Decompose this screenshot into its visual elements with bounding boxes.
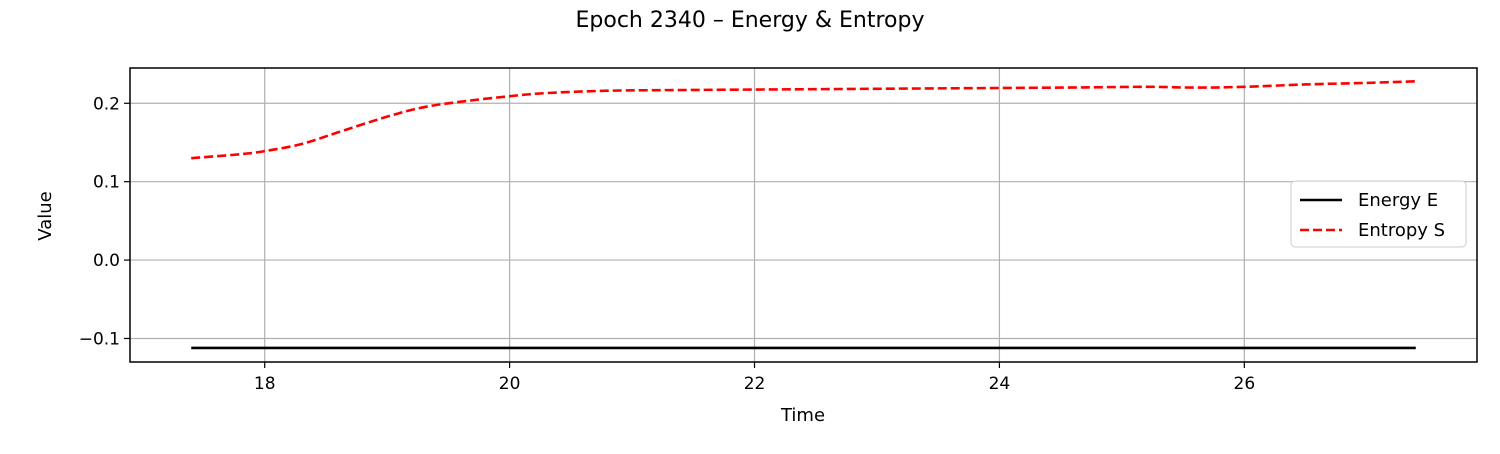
series-line-entropy <box>191 80 1416 160</box>
plot-frame <box>129 67 1478 363</box>
legend-label: Energy E <box>1358 190 1438 211</box>
x-axis-ticks: 18 20 22 24 26 <box>254 362 1255 394</box>
grid <box>130 68 1477 362</box>
y-tick-label: −0.1 <box>79 329 120 349</box>
x-tick-label: 24 <box>989 374 1011 394</box>
y-tick-label: 0.2 <box>93 94 120 114</box>
y-tick-label: 0.0 <box>93 251 120 271</box>
y-axis-label: Value <box>35 191 56 240</box>
x-tick-label: 20 <box>499 374 521 394</box>
legend-label: Entropy S <box>1358 220 1445 241</box>
x-tick-label: 18 <box>254 374 276 394</box>
x-tick-label: 26 <box>1234 374 1256 394</box>
series-layer <box>191 80 1416 350</box>
x-tick-label: 22 <box>744 374 766 394</box>
chart-title: Epoch 2340 – Energy & Entropy <box>576 8 925 33</box>
x-axis-label: Time <box>780 405 825 426</box>
y-tick-label: 0.1 <box>93 173 120 193</box>
y-axis-ticks: −0.1 0.0 0.1 0.2 <box>79 94 130 349</box>
legend: Energy E Entropy S <box>1290 180 1467 248</box>
